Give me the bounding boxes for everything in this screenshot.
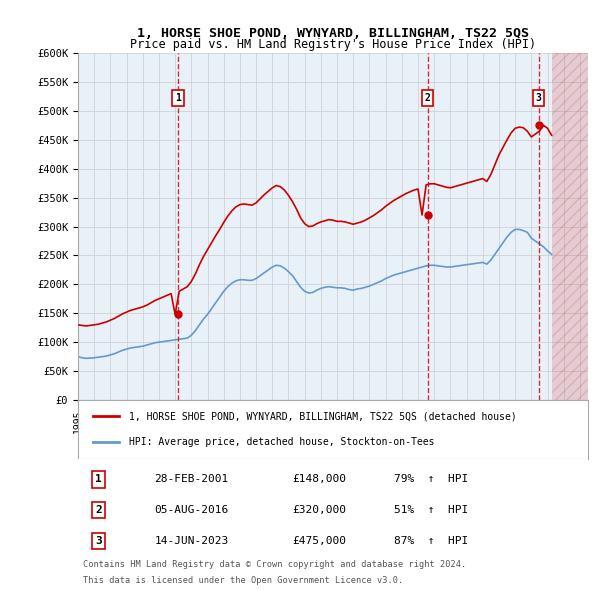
- Text: 87%  ↑  HPI: 87% ↑ HPI: [394, 536, 469, 546]
- Text: 28-FEB-2001: 28-FEB-2001: [155, 474, 229, 484]
- Text: Contains HM Land Registry data © Crown copyright and database right 2024.: Contains HM Land Registry data © Crown c…: [83, 560, 466, 569]
- Text: 2: 2: [95, 505, 102, 515]
- Text: 51%  ↑  HPI: 51% ↑ HPI: [394, 505, 469, 515]
- Text: Price paid vs. HM Land Registry's House Price Index (HPI): Price paid vs. HM Land Registry's House …: [130, 38, 536, 51]
- Text: 79%  ↑  HPI: 79% ↑ HPI: [394, 474, 469, 484]
- Text: 3: 3: [95, 536, 102, 546]
- Text: 2: 2: [425, 93, 430, 103]
- Text: 1, HORSE SHOE POND, WYNYARD, BILLINGHAM, TS22 5QS (detached house): 1, HORSE SHOE POND, WYNYARD, BILLINGHAM,…: [129, 411, 517, 421]
- Text: £320,000: £320,000: [292, 505, 346, 515]
- Text: £148,000: £148,000: [292, 474, 346, 484]
- Text: 1, HORSE SHOE POND, WYNYARD, BILLINGHAM, TS22 5QS: 1, HORSE SHOE POND, WYNYARD, BILLINGHAM,…: [137, 27, 529, 40]
- Text: 1: 1: [175, 93, 181, 103]
- Text: 1: 1: [95, 474, 102, 484]
- Text: HPI: Average price, detached house, Stockton-on-Tees: HPI: Average price, detached house, Stoc…: [129, 437, 434, 447]
- Text: This data is licensed under the Open Government Licence v3.0.: This data is licensed under the Open Gov…: [83, 576, 403, 585]
- Text: 05-AUG-2016: 05-AUG-2016: [155, 505, 229, 515]
- Text: 14-JUN-2023: 14-JUN-2023: [155, 536, 229, 546]
- Bar: [551, 53, 588, 400]
- Text: £475,000: £475,000: [292, 536, 346, 546]
- Text: 3: 3: [536, 93, 542, 103]
